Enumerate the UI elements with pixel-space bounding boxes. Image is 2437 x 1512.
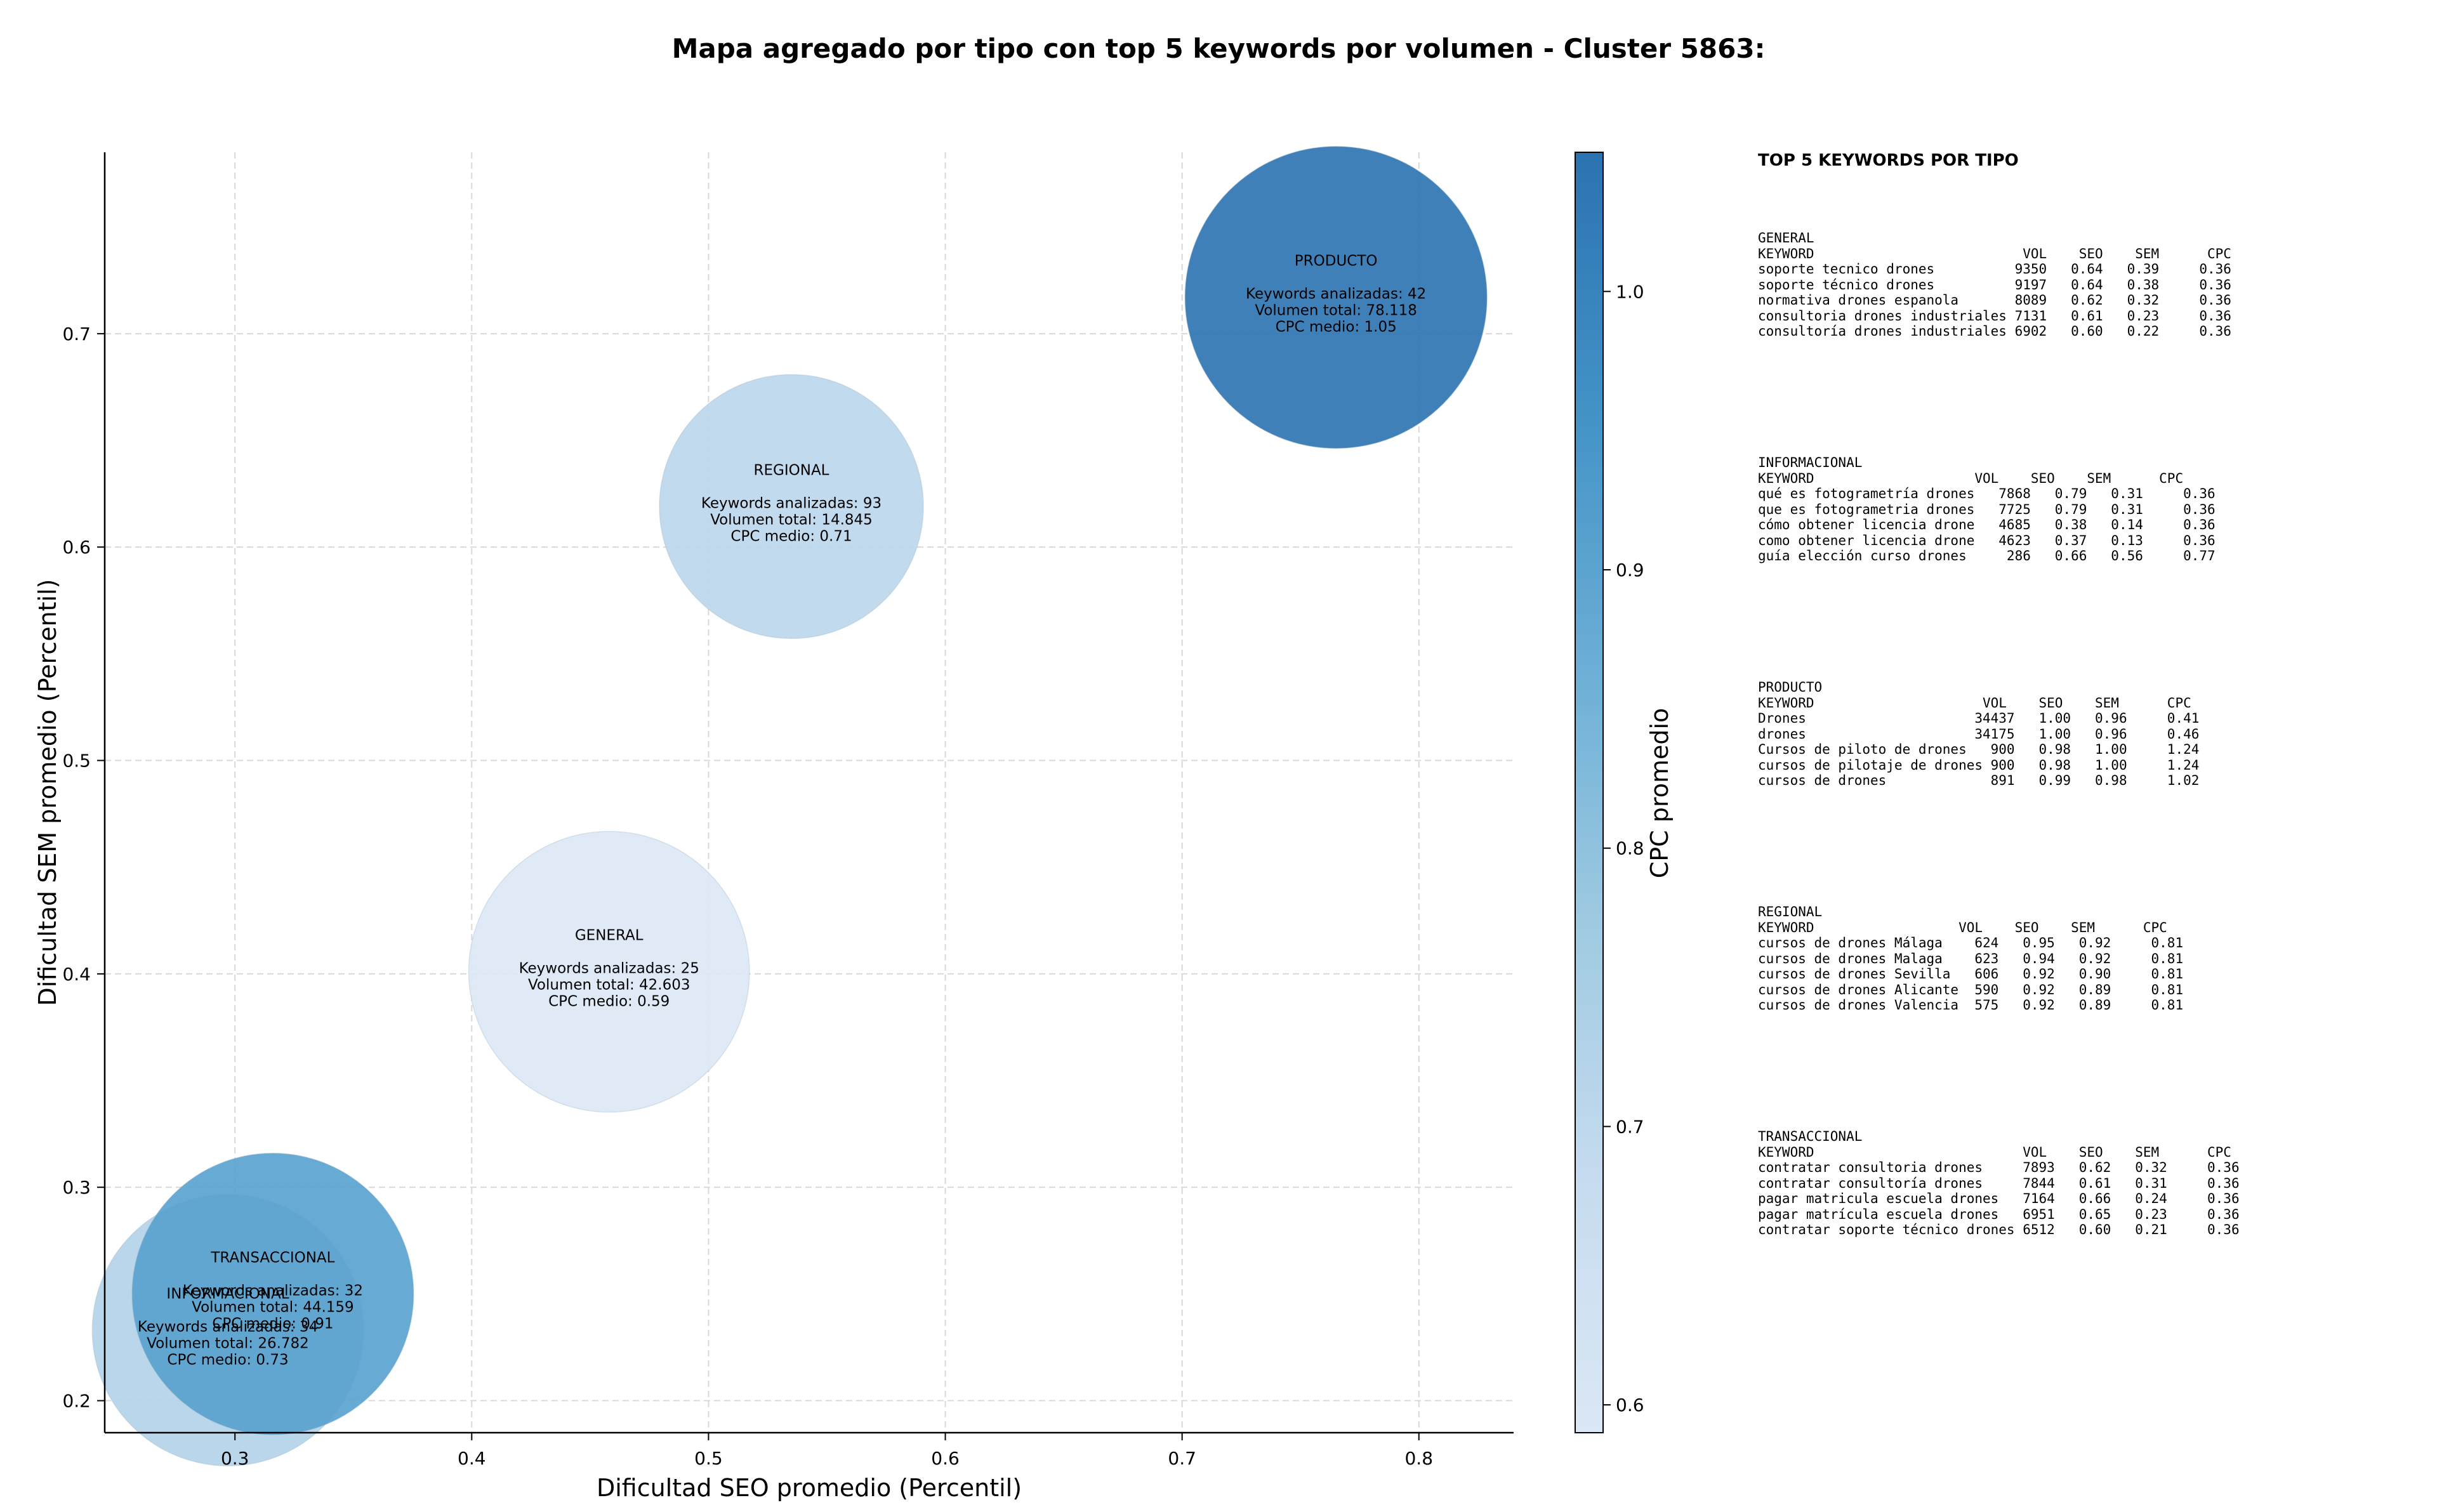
- colorbar-label: CPC promedio: [1646, 707, 1674, 879]
- x-tick-label: 0.6: [931, 1448, 960, 1469]
- table-row: contratar soporte técnico drones 6512 0.…: [1758, 1222, 2240, 1237]
- bubble-label-keywords: Keywords analizadas: 32: [183, 1282, 363, 1299]
- bubble-label-volume: Volumen total: 44.159: [192, 1299, 354, 1315]
- keyword-table-general: GENERAL KEYWORD VOL SEO SEM CPC soporte te…: [1758, 230, 2231, 339]
- colorbar: [1575, 152, 1604, 1433]
- table-header: KEYWORD VOL SEO SEM CPC: [1758, 470, 2184, 486]
- table-row: cursos de drones Sevilla 606 0.92 0.90 0…: [1758, 966, 2184, 982]
- table-row: como obtener licencia drone 4623 0.37 0.…: [1758, 532, 2216, 548]
- bubble-label-cpc: CPC medio: 1.05: [1276, 319, 1397, 336]
- bubble-producto: [1184, 145, 1488, 449]
- table-row: cursos de drones Valencia 575 0.92 0.89 …: [1758, 997, 2184, 1013]
- keyword-table-transaccional: TRANSACCIONAL KEYWORD VOL SEO SEM CPC cont…: [1758, 1129, 2240, 1238]
- bubble-label-keywords: Keywords analizadas: 25: [519, 961, 699, 977]
- colorbar-tick-label: 1.0: [1616, 281, 1644, 302]
- table-row: cursos de drones 891 0.99 0.98 1.02: [1758, 773, 2200, 788]
- table-type-heading: PRODUCTO: [1758, 680, 1823, 695]
- table-type-heading: GENERAL: [1758, 230, 1814, 246]
- x-tick-label: 0.5: [694, 1448, 723, 1469]
- x-tick-label: 0.3: [221, 1448, 249, 1469]
- top-keywords-panel: TOP 5 KEYWORDS POR TIPO GENERAL KEYWORD V…: [1758, 151, 2431, 1237]
- table-row: pagar matricula escuela drones 7164 0.66…: [1758, 1191, 2240, 1206]
- table-row: qué es fotogrametría drones 7868 0.79 0.…: [1758, 486, 2216, 501]
- table-row: cursos de pilotaje de drones 900 0.98 1.…: [1758, 757, 2200, 773]
- bubble-label-type: TRANSACCIONAL: [210, 1249, 334, 1266]
- table-header: KEYWORD VOL SEO SEM CPC: [1758, 1144, 2231, 1160]
- bubble-label-cpc: CPC medio: 0.59: [548, 994, 670, 1010]
- colorbar-tick-label: 0.8: [1616, 838, 1644, 859]
- bubble-label-volume: Volumen total: 14.845: [710, 511, 873, 528]
- side-panel-title: TOP 5 KEYWORDS POR TIPO: [1758, 151, 2019, 170]
- table-row: consultoria drones industriales 7131 0.6…: [1758, 308, 2231, 324]
- table-row: cursos de drones Malaga 623 0.94 0.92 0.…: [1758, 950, 2184, 966]
- table-row: Cursos de piloto de drones 900 0.98 1.00…: [1758, 742, 2200, 757]
- bubble-regional: [659, 374, 924, 640]
- table-row: cursos de drones Alicante 590 0.92 0.89 …: [1758, 982, 2184, 997]
- table-row: soporte tecnico drones 9350 0.64 0.39 0.…: [1758, 261, 2231, 277]
- bubble-label-cpc: CPC medio: 0.71: [730, 528, 852, 544]
- bubble-transaccional: [131, 1152, 414, 1436]
- bubble-label-type: GENERAL: [575, 928, 644, 944]
- table-row: contratar consultoría drones 7844 0.61 0…: [1758, 1175, 2240, 1191]
- colorbar-tick-label: 0.7: [1616, 1116, 1644, 1137]
- table-row: guía elección curso drones 286 0.66 0.56…: [1758, 548, 2216, 563]
- table-type-heading: REGIONAL: [1758, 904, 1823, 919]
- bubble-label-type: INFORMACIONAL: [166, 1286, 289, 1303]
- x-tick-label: 0.7: [1168, 1448, 1196, 1469]
- table-row: cursos de drones Málaga 624 0.95 0.92 0.…: [1758, 935, 2184, 950]
- table-row: pagar matrícula escuela drones 6951 0.65…: [1758, 1206, 2240, 1222]
- table-type-heading: INFORMACIONAL: [1758, 455, 1863, 470]
- bubble-label-type: REGIONAL: [754, 462, 829, 478]
- table-row: drones 34175 1.00 0.96 0.46: [1758, 726, 2200, 742]
- y-tick-label: 0.7: [62, 324, 91, 345]
- colorbar-tick-label: 0.6: [1616, 1395, 1644, 1416]
- colorbar-tick-label: 0.9: [1616, 560, 1644, 581]
- y-tick-label: 0.5: [62, 751, 91, 772]
- chart-title: Mapa agregado por tipo con top 5 keyword…: [671, 33, 1766, 64]
- bubble-label-volume: Volumen total: 78.118: [1255, 303, 1417, 319]
- table-row: cómo obtener licencia drone 4685 0.38 0.…: [1758, 517, 2216, 532]
- x-axis-label: Dificultad SEO promedio (Percentil): [597, 1474, 1022, 1502]
- bubble-label-keywords: Keywords analizadas: 93: [701, 495, 882, 511]
- table-type-heading: TRANSACCIONAL: [1758, 1129, 1863, 1144]
- table-row: soporte técnico drones 9197 0.64 0.38 0.…: [1758, 277, 2231, 293]
- y-tick-label: 0.4: [62, 964, 91, 985]
- bubble-label-volume: Volumen total: 42.603: [528, 977, 690, 994]
- table-row: contratar consultoria drones 7893 0.62 0…: [1758, 1160, 2240, 1175]
- bubble-label-cpc: CPC medio: 0.91: [212, 1315, 333, 1332]
- table-header: KEYWORD VOL SEO SEM CPC: [1758, 695, 2191, 711]
- keyword-table-regional: REGIONAL KEYWORD VOL SEO SEM CPC cursos de…: [1758, 904, 2183, 1013]
- keyword-table-informacional: INFORMACIONAL KEYWORD VOL SEO SEM CPC qué …: [1758, 455, 2216, 564]
- table-header: KEYWORD VOL SEO SEM CPC: [1758, 246, 2231, 261]
- bubble-label-keywords: Keywords analizadas: 34: [138, 1319, 318, 1336]
- y-axis-label: Dificultad SEM promedio (Percentil): [34, 579, 62, 1006]
- y-tick-label: 0.3: [62, 1177, 91, 1198]
- x-tick-label: 0.8: [1404, 1448, 1433, 1469]
- y-tick-label: 0.2: [62, 1391, 91, 1412]
- y-tick-label: 0.6: [62, 537, 91, 558]
- keyword-table-producto: PRODUCTO KEYWORD VOL SEO SEM CPC Drones 34…: [1758, 680, 2199, 789]
- table-row: Drones 34437 1.00 0.96 0.41: [1758, 711, 2200, 726]
- table-row: normativa drones espanola 8089 0.62 0.32…: [1758, 293, 2231, 308]
- table-header: KEYWORD VOL SEO SEM CPC: [1758, 919, 2167, 935]
- bubble-general: [468, 831, 750, 1113]
- bubble-label-type: PRODUCTO: [1295, 253, 1378, 270]
- bubble-label-volume: Volumen total: 26.782: [147, 1336, 309, 1352]
- bubble-label-keywords: Keywords analizadas: 42: [1246, 286, 1426, 303]
- table-row: que es fotogrametria drones 7725 0.79 0.…: [1758, 501, 2216, 517]
- x-tick-label: 0.4: [458, 1448, 486, 1469]
- bubble-label-cpc: CPC medio: 0.73: [167, 1352, 288, 1369]
- table-row: consultoría drones industriales 6902 0.6…: [1758, 324, 2231, 339]
